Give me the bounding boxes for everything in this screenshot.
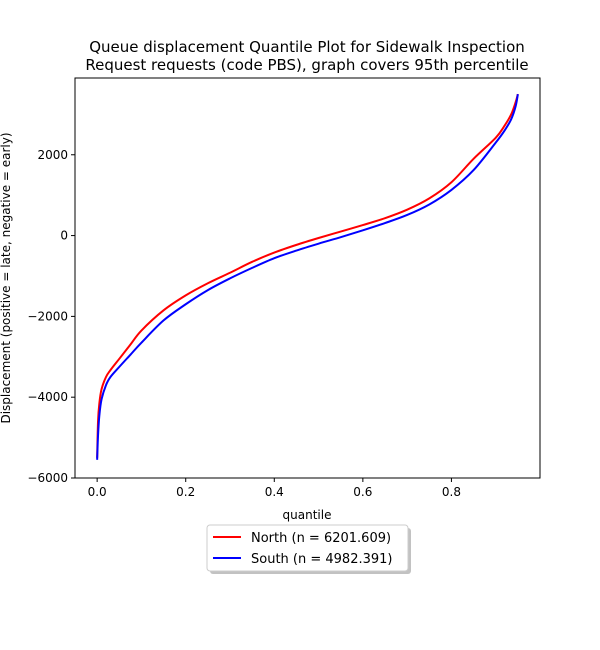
x-axis-ticks: 0.0 0.2 0.4 0.6 0.8 — [88, 478, 461, 499]
x-axis-label: quantile — [283, 508, 332, 522]
x-tick-label: 0.6 — [353, 485, 372, 499]
plot-frame — [74, 77, 541, 479]
x-tick-label: 0.4 — [265, 485, 284, 499]
y-tick-label: −4000 — [27, 390, 68, 404]
legend-label-north: North (n = 6201.609) — [251, 531, 391, 546]
series-lines — [96, 93, 519, 460]
chart-title-line2: Request requests (code PBS), graph cover… — [85, 56, 528, 74]
y-tick-label: −6000 — [27, 471, 68, 485]
legend-box — [206, 524, 409, 572]
y-axis-ticks: −6000 −4000 −2000 0 2000 — [27, 148, 75, 485]
y-tick-label: 0 — [60, 229, 68, 243]
x-tick-label: 0.2 — [176, 485, 195, 499]
series-line-north — [96, 93, 519, 458]
x-tick-label: 0.8 — [442, 485, 461, 499]
y-tick-label: −2000 — [27, 309, 68, 323]
legend: North (n = 6201.609) South (n = 4982.391… — [206, 524, 411, 574]
y-axis-label: Displacement (positive = late, negative … — [0, 132, 13, 423]
x-tick-label: 0.0 — [88, 485, 107, 499]
legend-label-south: South (n = 4982.391) — [251, 552, 392, 567]
chart-title-line1: Queue displacement Quantile Plot for Sid… — [89, 38, 525, 56]
y-tick-label: 2000 — [37, 148, 68, 162]
series-line-south — [96, 93, 519, 460]
